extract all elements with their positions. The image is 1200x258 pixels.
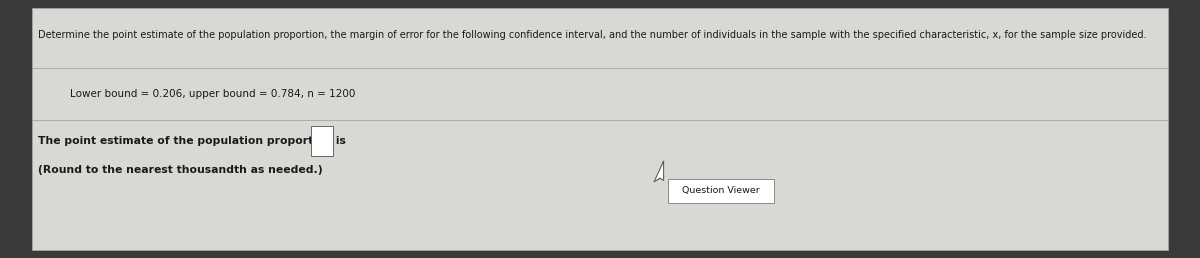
FancyBboxPatch shape bbox=[32, 8, 1168, 250]
FancyBboxPatch shape bbox=[312, 126, 334, 156]
FancyBboxPatch shape bbox=[668, 179, 774, 203]
Text: The point estimate of the population proportion is: The point estimate of the population pro… bbox=[38, 136, 347, 146]
Text: Determine the point estimate of the population proportion, the margin of error f: Determine the point estimate of the popu… bbox=[38, 30, 1147, 40]
Text: Question Viewer: Question Viewer bbox=[683, 187, 760, 195]
Text: (Round to the nearest thousandth as needed.): (Round to the nearest thousandth as need… bbox=[38, 165, 323, 175]
Text: Lower bound = 0.206, upper bound = 0.784, n = 1200: Lower bound = 0.206, upper bound = 0.784… bbox=[70, 89, 355, 99]
Polygon shape bbox=[654, 161, 664, 182]
